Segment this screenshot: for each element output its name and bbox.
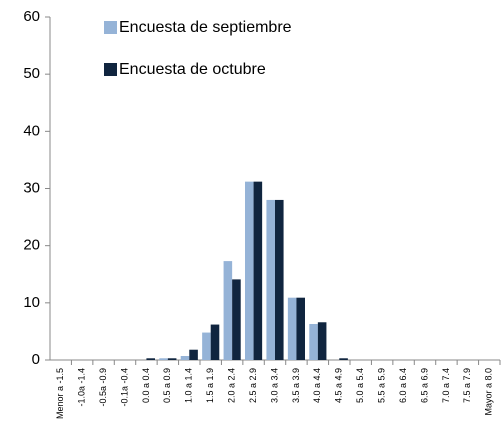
x-tick-label: 1.0 a 1.4 — [184, 368, 194, 403]
x-tick-label: 0.0 a 0.4 — [141, 368, 151, 403]
bar — [266, 199, 275, 360]
bar — [253, 181, 263, 360]
x-tick-label: 3.0 a 3.4 — [269, 368, 279, 403]
x-tick-label: -0.5a -0.9 — [98, 368, 108, 407]
bar — [167, 358, 177, 360]
x-tick-label: 3.5 a 3.9 — [291, 368, 301, 403]
x-tick-label: Menor a -1.5 — [55, 368, 65, 419]
bar — [287, 297, 297, 360]
bar — [202, 332, 211, 360]
bar — [245, 181, 254, 360]
x-tick-label: 2.0 a 2.4 — [227, 368, 237, 403]
bar — [159, 358, 168, 360]
bar — [210, 324, 220, 360]
x-tick-label: Mayor a 8.0 — [484, 368, 494, 416]
x-tick-label: 7.5 a 7.9 — [462, 368, 472, 403]
x-tick-label: 0.5 a 0.9 — [162, 368, 172, 403]
bar — [146, 358, 155, 360]
legend-label: Encuesta de septiembre — [119, 19, 292, 36]
x-tick-label: 6.5 a 6.9 — [419, 368, 429, 403]
bar — [223, 261, 233, 360]
x-tick-label: -1.0a -1.4 — [77, 368, 87, 407]
y-tick-label: 40 — [23, 122, 40, 139]
y-tick-label: 30 — [23, 179, 40, 196]
x-tick-label: -0.1a -0.4 — [119, 368, 129, 407]
x-tick-label: 5.0 a 5.4 — [355, 368, 365, 403]
x-tick-label: 5.5 a 5.9 — [377, 368, 387, 403]
legend-label: Encuesta de octubre — [119, 61, 266, 78]
bar — [180, 355, 190, 360]
y-tick-label: 60 — [23, 8, 40, 25]
legend-swatch — [104, 21, 117, 34]
bar — [275, 199, 284, 360]
bar — [309, 323, 318, 360]
y-tick-label: 0 — [32, 351, 40, 368]
bar — [339, 358, 348, 360]
bar — [317, 322, 327, 360]
x-tick-label: 2.5 a 2.9 — [248, 368, 258, 403]
x-tick-label: 7.0 a 7.4 — [441, 368, 451, 403]
y-tick-label: 50 — [23, 65, 40, 82]
y-tick-label: 20 — [23, 237, 40, 254]
x-tick-label: 1.5 a 1.9 — [205, 368, 215, 403]
bar — [296, 297, 305, 360]
x-tick-label: 4.0 a 4.4 — [312, 368, 322, 403]
legend-swatch — [104, 63, 117, 76]
bar — [232, 279, 241, 360]
bar — [189, 349, 198, 360]
x-tick-label: 6.0 a 6.4 — [398, 368, 408, 403]
y-tick-label: 10 — [23, 294, 40, 311]
x-tick-label: 4.5 a 4.9 — [334, 368, 344, 403]
